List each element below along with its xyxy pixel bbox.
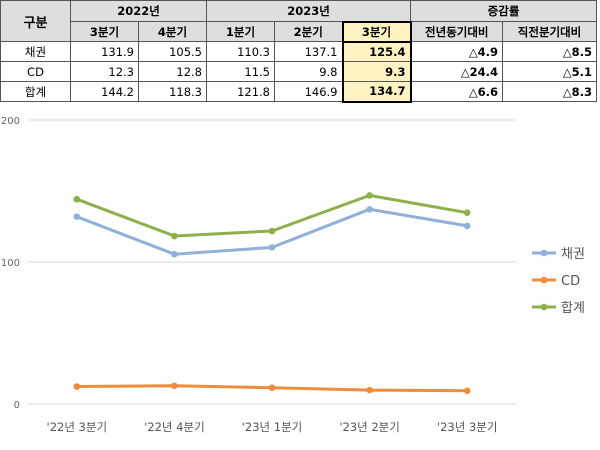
table-cell: 144.2: [70, 81, 139, 102]
subheader-qoq: 직전분기대비: [502, 21, 598, 42]
chart-grid: [28, 119, 516, 405]
line-chart: 0 100 200 '22년 3분기 '22년 4분기 '23년 1분기 '23년 2분기…: [1, 116, 585, 434]
table-cell-highlight: 134.7: [341, 81, 412, 103]
group-header-2022: 2022년: [70, 0, 207, 22]
data-point: [171, 382, 178, 390]
data-point: [366, 206, 373, 213]
table-cell: 9.8: [274, 61, 343, 82]
data-point: [463, 222, 471, 230]
data-point: [463, 209, 471, 217]
subheader-2023-q3: 3분기: [341, 20, 412, 43]
subheader-yoy: 전년동기대비: [410, 21, 504, 42]
x-tick-label: '23년 1분기: [242, 420, 303, 434]
table-cell: 12.3: [70, 61, 139, 82]
data-point: [268, 244, 276, 251]
table-cell: △8.3: [502, 81, 598, 102]
data-point: [73, 383, 81, 390]
legend-marker: [540, 303, 548, 311]
table-cell: 11.5: [206, 61, 275, 82]
subheader-2023-q2: 2분기: [274, 21, 343, 42]
row-label: CD: [0, 61, 71, 82]
table-cell: △5.1: [502, 61, 598, 82]
x-tick-label: '23년 2분기: [339, 420, 400, 434]
data-point: [366, 192, 373, 199]
chart-legend: 채권 CD 합계: [532, 247, 585, 316]
x-tick-label: '23년 3분기: [437, 420, 498, 434]
y-tick-label: 200: [1, 116, 20, 127]
table-cell: 146.9: [274, 81, 343, 102]
legend-marker: [540, 276, 548, 284]
row-label: 합계: [0, 81, 71, 102]
x-tick-label: '22년 4분기: [144, 420, 205, 434]
y-tick-label: 100: [1, 258, 20, 269]
data-point: [171, 232, 178, 240]
table-cell-highlight: 125.4: [341, 41, 412, 62]
table-cell: 118.3: [138, 81, 207, 102]
table-cell-highlight: 9.3: [341, 61, 412, 82]
legend-label: 합계: [561, 301, 585, 316]
data-point: [268, 227, 276, 235]
table-cell: △6.6: [410, 81, 504, 102]
data-point: [268, 384, 276, 391]
table-cell: 137.1: [274, 41, 343, 62]
data-point: [463, 387, 471, 395]
table-cell: 105.5: [138, 41, 207, 62]
table-row-cd: CD 12.3 12.8 11.5 9.8 9.3 △24.4 △5.1: [0, 61, 598, 82]
subheader-2022-q3: 3분기: [70, 21, 139, 42]
table-corner-header: 구분: [0, 0, 71, 42]
data-point: [73, 213, 81, 221]
y-axis-ticks: 0 100 200: [1, 116, 20, 411]
chart-series: [73, 192, 471, 395]
table-row-total: 합계 144.2 118.3 121.8 146.9 134.7 △6.6 △8…: [0, 81, 598, 103]
legend-marker: [540, 249, 548, 257]
data-point: [366, 386, 373, 394]
table-cell: 121.8: [206, 81, 275, 102]
table-cell: △24.4: [410, 61, 504, 82]
subheader-2022-q4: 4분기: [138, 21, 207, 42]
table-cell: 131.9: [70, 41, 139, 62]
legend-label: CD: [561, 274, 580, 289]
group-header-2023: 2023년: [205, 0, 412, 22]
data-point: [73, 195, 81, 203]
table-row-bonds: 채권 131.9 105.5 110.3 137.1 125.4 △4.9 △8…: [0, 41, 598, 62]
table-cell: 12.8: [138, 61, 207, 82]
table-cell: △8.5: [502, 41, 598, 62]
subheader-2023-q1: 1분기: [206, 21, 275, 42]
y-tick-label: 0: [14, 400, 20, 411]
x-tick-label: '22년 3분기: [47, 420, 108, 434]
stats-table: 구분 2022년 2023년 증감률 3분기 4분기 1분기 2분기 3분기 전…: [0, 0, 598, 103]
row-label: 채권: [0, 41, 71, 62]
data-point: [171, 250, 178, 258]
legend-label: 채권: [561, 247, 585, 262]
table-cell: 110.3: [206, 41, 275, 62]
x-axis-ticks: '22년 3분기 '22년 4분기 '23년 1분기 '23년 2분기 '23년 3분기: [47, 420, 498, 434]
group-header-change-rate: 증감률: [410, 0, 598, 22]
table-cell: △4.9: [410, 41, 504, 62]
